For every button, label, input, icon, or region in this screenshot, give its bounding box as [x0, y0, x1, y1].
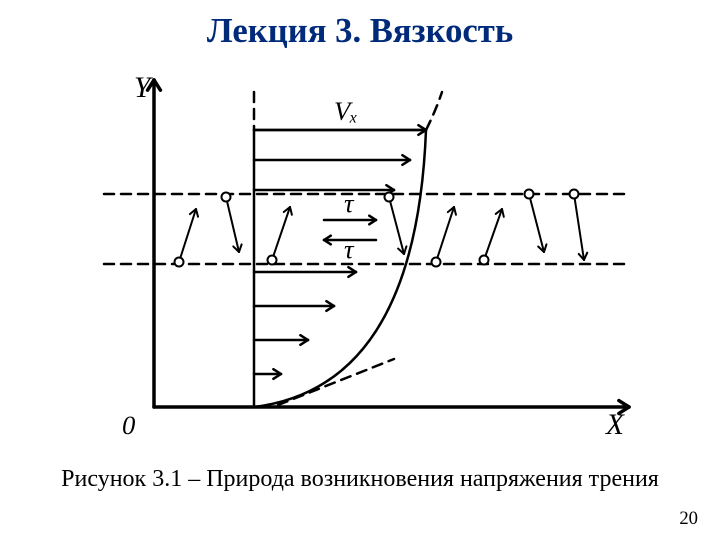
svg-text:X: X	[605, 409, 625, 441]
svg-text:0: 0	[122, 410, 135, 440]
viscosity-diagram: Y X 0 Vₓ ττ	[84, 62, 644, 462]
lecture-title: Лекция 3. Вязкость	[0, 12, 720, 51]
svg-text:τ: τ	[344, 188, 355, 218]
svg-text:Vₓ: Vₓ	[334, 96, 358, 126]
svg-text:Y: Y	[134, 72, 153, 104]
svg-text:τ: τ	[344, 234, 355, 264]
figure-caption: Рисунок 3.1 – Природа возникновения напр…	[0, 466, 720, 493]
page-number: 20	[679, 508, 698, 530]
